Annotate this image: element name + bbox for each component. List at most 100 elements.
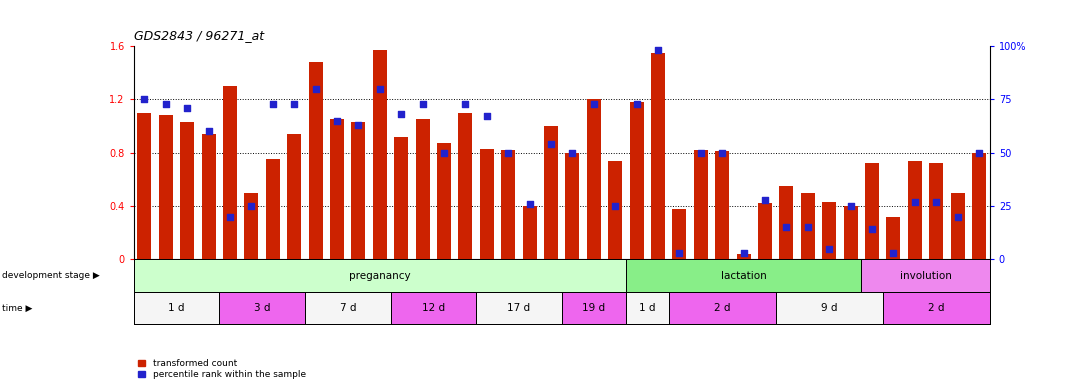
Point [671,250,688,256]
Point [521,201,538,207]
Bar [886,217,900,259]
Point [286,101,303,107]
Bar [373,50,387,259]
Point [179,105,196,111]
Point [157,101,174,107]
Bar [673,209,687,259]
Bar [776,292,883,324]
Point [307,86,324,92]
Text: 2 d: 2 d [714,303,731,313]
Bar [395,137,409,259]
Point [970,150,988,156]
Bar [626,292,669,324]
Bar [716,151,730,259]
Legend: transformed count, percentile rank within the sample: transformed count, percentile rank withi… [138,359,306,379]
Text: 19 d: 19 d [582,303,606,313]
Bar [800,193,815,259]
Point [756,197,774,203]
Bar [523,206,537,259]
Bar [562,292,626,324]
Point [778,224,795,230]
Bar [134,292,219,324]
Point [607,203,624,209]
Bar [501,150,516,259]
Bar [907,161,922,259]
Point [435,150,453,156]
Bar [480,149,494,259]
Bar [134,259,626,292]
Point [863,226,881,232]
Text: 9 d: 9 d [821,303,838,313]
Text: 1 d: 1 d [639,303,656,313]
Text: preganancy: preganancy [349,270,411,281]
Point [564,150,581,156]
Bar [219,292,305,324]
Bar [973,153,987,259]
Text: development stage ▶: development stage ▶ [2,271,100,280]
Point [414,101,431,107]
Text: time ▶: time ▶ [2,304,32,313]
Bar [416,119,430,259]
Bar [459,113,473,259]
Bar [137,113,152,259]
Point [714,150,731,156]
Point [692,150,709,156]
Point [649,47,667,53]
Bar [861,259,990,292]
Point [585,101,602,107]
Point [628,101,645,107]
Text: 3 d: 3 d [254,303,271,313]
Text: GDS2843 / 96271_at: GDS2843 / 96271_at [134,29,264,42]
Point [393,111,410,118]
Text: lactation: lactation [721,270,766,281]
Point [949,214,966,220]
Text: involution: involution [900,270,951,281]
Bar [438,143,452,259]
Text: 12 d: 12 d [422,303,445,313]
Point [885,250,902,256]
Point [799,224,816,230]
Bar [609,161,623,259]
Bar [566,153,580,259]
Point [906,199,923,205]
Bar [929,163,944,259]
Bar [180,122,195,259]
Bar [224,86,238,259]
Bar [305,292,391,324]
Point [735,250,752,256]
Bar [651,53,666,259]
Bar [866,163,880,259]
Bar [351,122,366,259]
Bar [331,119,345,259]
Text: 2 d: 2 d [928,303,945,313]
Bar [586,99,601,259]
Point [821,245,838,252]
Point [478,113,495,119]
Bar [476,292,562,324]
Bar [823,202,837,259]
Point [136,96,153,103]
Bar [391,292,476,324]
Bar [629,102,644,259]
Bar [244,193,259,259]
Point [264,101,281,107]
Point [500,150,517,156]
Point [200,128,217,134]
Bar [950,193,965,259]
Bar [265,159,280,259]
Bar [308,62,323,259]
Bar [158,115,172,259]
Point [350,122,367,128]
Bar [693,150,708,259]
Bar [843,206,858,259]
Text: 1 d: 1 d [168,303,185,313]
Text: 17 d: 17 d [507,303,531,313]
Point [842,203,859,209]
Bar [545,126,559,259]
Point [457,101,474,107]
Bar [758,203,773,259]
Text: 7 d: 7 d [339,303,356,313]
Bar [669,292,776,324]
Bar [737,254,751,259]
Point [243,203,260,209]
